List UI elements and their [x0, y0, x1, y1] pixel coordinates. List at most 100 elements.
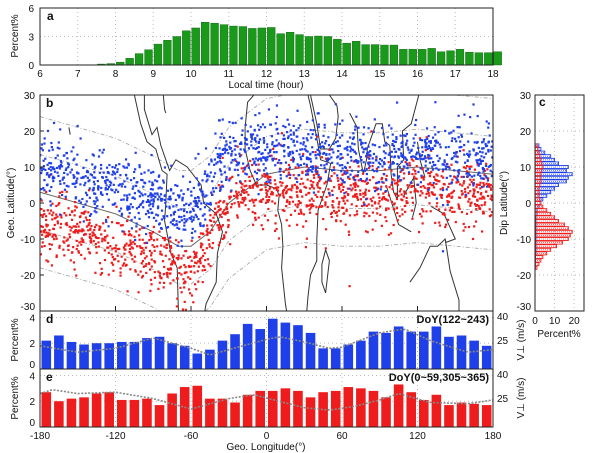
scatter-point-red: [407, 186, 410, 189]
scatter-point-red: [390, 183, 393, 186]
scatter-point-red: [382, 192, 385, 195]
scatter-point-red: [177, 254, 180, 257]
scatter-point-red: [465, 164, 469, 168]
scatter-point-red: [403, 204, 407, 208]
scatter-point-red: [206, 258, 210, 261]
scatter-point-red: [260, 188, 263, 191]
scatter-point-blue: [336, 162, 339, 165]
scatter-point-blue: [435, 141, 438, 144]
scatter-point-blue: [113, 172, 117, 175]
scatter-point-blue: [441, 189, 445, 192]
scatter-point-blue: [387, 153, 390, 156]
scatter-point-red: [225, 205, 228, 209]
scatter-point-blue: [192, 200, 196, 203]
scatter-point-blue: [82, 175, 85, 179]
scatter-point-blue: [336, 140, 339, 143]
scatter-point-blue: [335, 133, 338, 136]
scatter-point-red: [92, 240, 95, 243]
scatter-point-red: [315, 135, 319, 138]
scatter-point-blue: [40, 147, 43, 150]
scatter-point-blue: [117, 184, 120, 187]
scatter-point-blue: [415, 153, 418, 156]
scatter-point-blue: [448, 167, 451, 170]
scatter-point-red: [332, 206, 335, 209]
scatter-point-blue: [257, 140, 260, 144]
scatter-point-blue: [323, 164, 326, 167]
scatter-point-blue: [140, 172, 143, 175]
scatter-point-blue: [300, 158, 303, 161]
scatter-point-red: [337, 183, 340, 186]
scatter-point-red: [433, 175, 436, 178]
scatter-point-red: [213, 207, 217, 210]
scatter-point-red: [133, 235, 136, 238]
scatter-point-blue: [379, 162, 382, 166]
scatter-point-blue: [183, 214, 186, 218]
scatter-point-blue: [348, 187, 351, 190]
scatter-point-blue: [462, 175, 465, 179]
scatter-point-red: [387, 161, 390, 164]
scatter-point-red: [73, 268, 76, 271]
scatter-point-blue: [238, 155, 242, 158]
scatter-point-red: [486, 168, 489, 171]
scatter-point-blue: [221, 118, 224, 121]
scatter-point-red: [56, 220, 59, 223]
scatter-point-red: [87, 247, 90, 250]
scatter-point-blue: [213, 163, 216, 166]
scatter-point-blue: [299, 124, 302, 127]
scatter-point-red: [128, 250, 131, 254]
scatter-point-red: [335, 220, 338, 223]
scatter-point-red: [333, 186, 336, 189]
scatter-point-blue: [369, 150, 372, 153]
scatter-point-red: [208, 243, 211, 246]
scatter-point-blue: [80, 176, 83, 179]
scatter-point-blue: [388, 124, 391, 127]
scatter-point-red: [87, 189, 91, 192]
scatter-point-red: [355, 183, 358, 186]
scatter-point-blue: [431, 160, 435, 164]
scatter-point-blue: [382, 161, 386, 164]
scatter-point-red: [412, 168, 415, 171]
scatter-point-red: [281, 192, 284, 195]
scatter-point-blue: [425, 146, 428, 149]
scatter-point-blue: [156, 214, 160, 217]
scatter-point-blue: [436, 141, 439, 144]
scatter-point-blue: [352, 176, 355, 179]
scatter-point-red: [457, 205, 461, 208]
scatter-point-blue: [225, 140, 228, 143]
scatter-point-blue: [306, 139, 309, 142]
scatter-point-red: [319, 195, 323, 199]
scatter-point-red: [77, 250, 80, 253]
scatter-point-red: [490, 196, 493, 199]
scatter-point-red: [199, 259, 202, 262]
scatter-point-red: [489, 183, 492, 187]
y-axis-label: Percent%: [10, 318, 21, 361]
scatter-point-red: [43, 212, 46, 216]
y-tick-label: 0: [525, 199, 531, 210]
scatter-point-blue: [85, 159, 88, 162]
scatter-point-blue: [466, 175, 469, 178]
scatter-point-red: [123, 262, 126, 265]
scatter-point-red: [399, 188, 402, 191]
scatter-point-blue: [82, 166, 85, 170]
scatter-point-blue: [472, 182, 476, 185]
scatter-point-blue: [237, 163, 240, 166]
scatter-point-red: [55, 255, 58, 259]
scatter-point-blue: [178, 220, 181, 224]
scatter-point-red: [470, 210, 473, 214]
scatter-point-blue: [232, 136, 235, 140]
scatter-point-blue: [271, 141, 274, 144]
scatter-point-red: [91, 231, 94, 234]
scatter-point-red: [58, 191, 62, 194]
bar: [230, 334, 240, 369]
bar: [381, 397, 391, 427]
scatter-point-red: [74, 228, 77, 232]
scatter-point-blue: [292, 139, 295, 142]
scatter-point-red: [176, 297, 179, 300]
scatter-point-blue: [247, 147, 251, 150]
scatter-point-red: [190, 239, 193, 242]
scatter-point-red: [97, 241, 100, 244]
scatter-point-red: [194, 283, 197, 286]
scatter-point-blue: [93, 202, 96, 206]
scatter-point-red: [272, 147, 275, 150]
scatter-point-red: [190, 265, 193, 268]
